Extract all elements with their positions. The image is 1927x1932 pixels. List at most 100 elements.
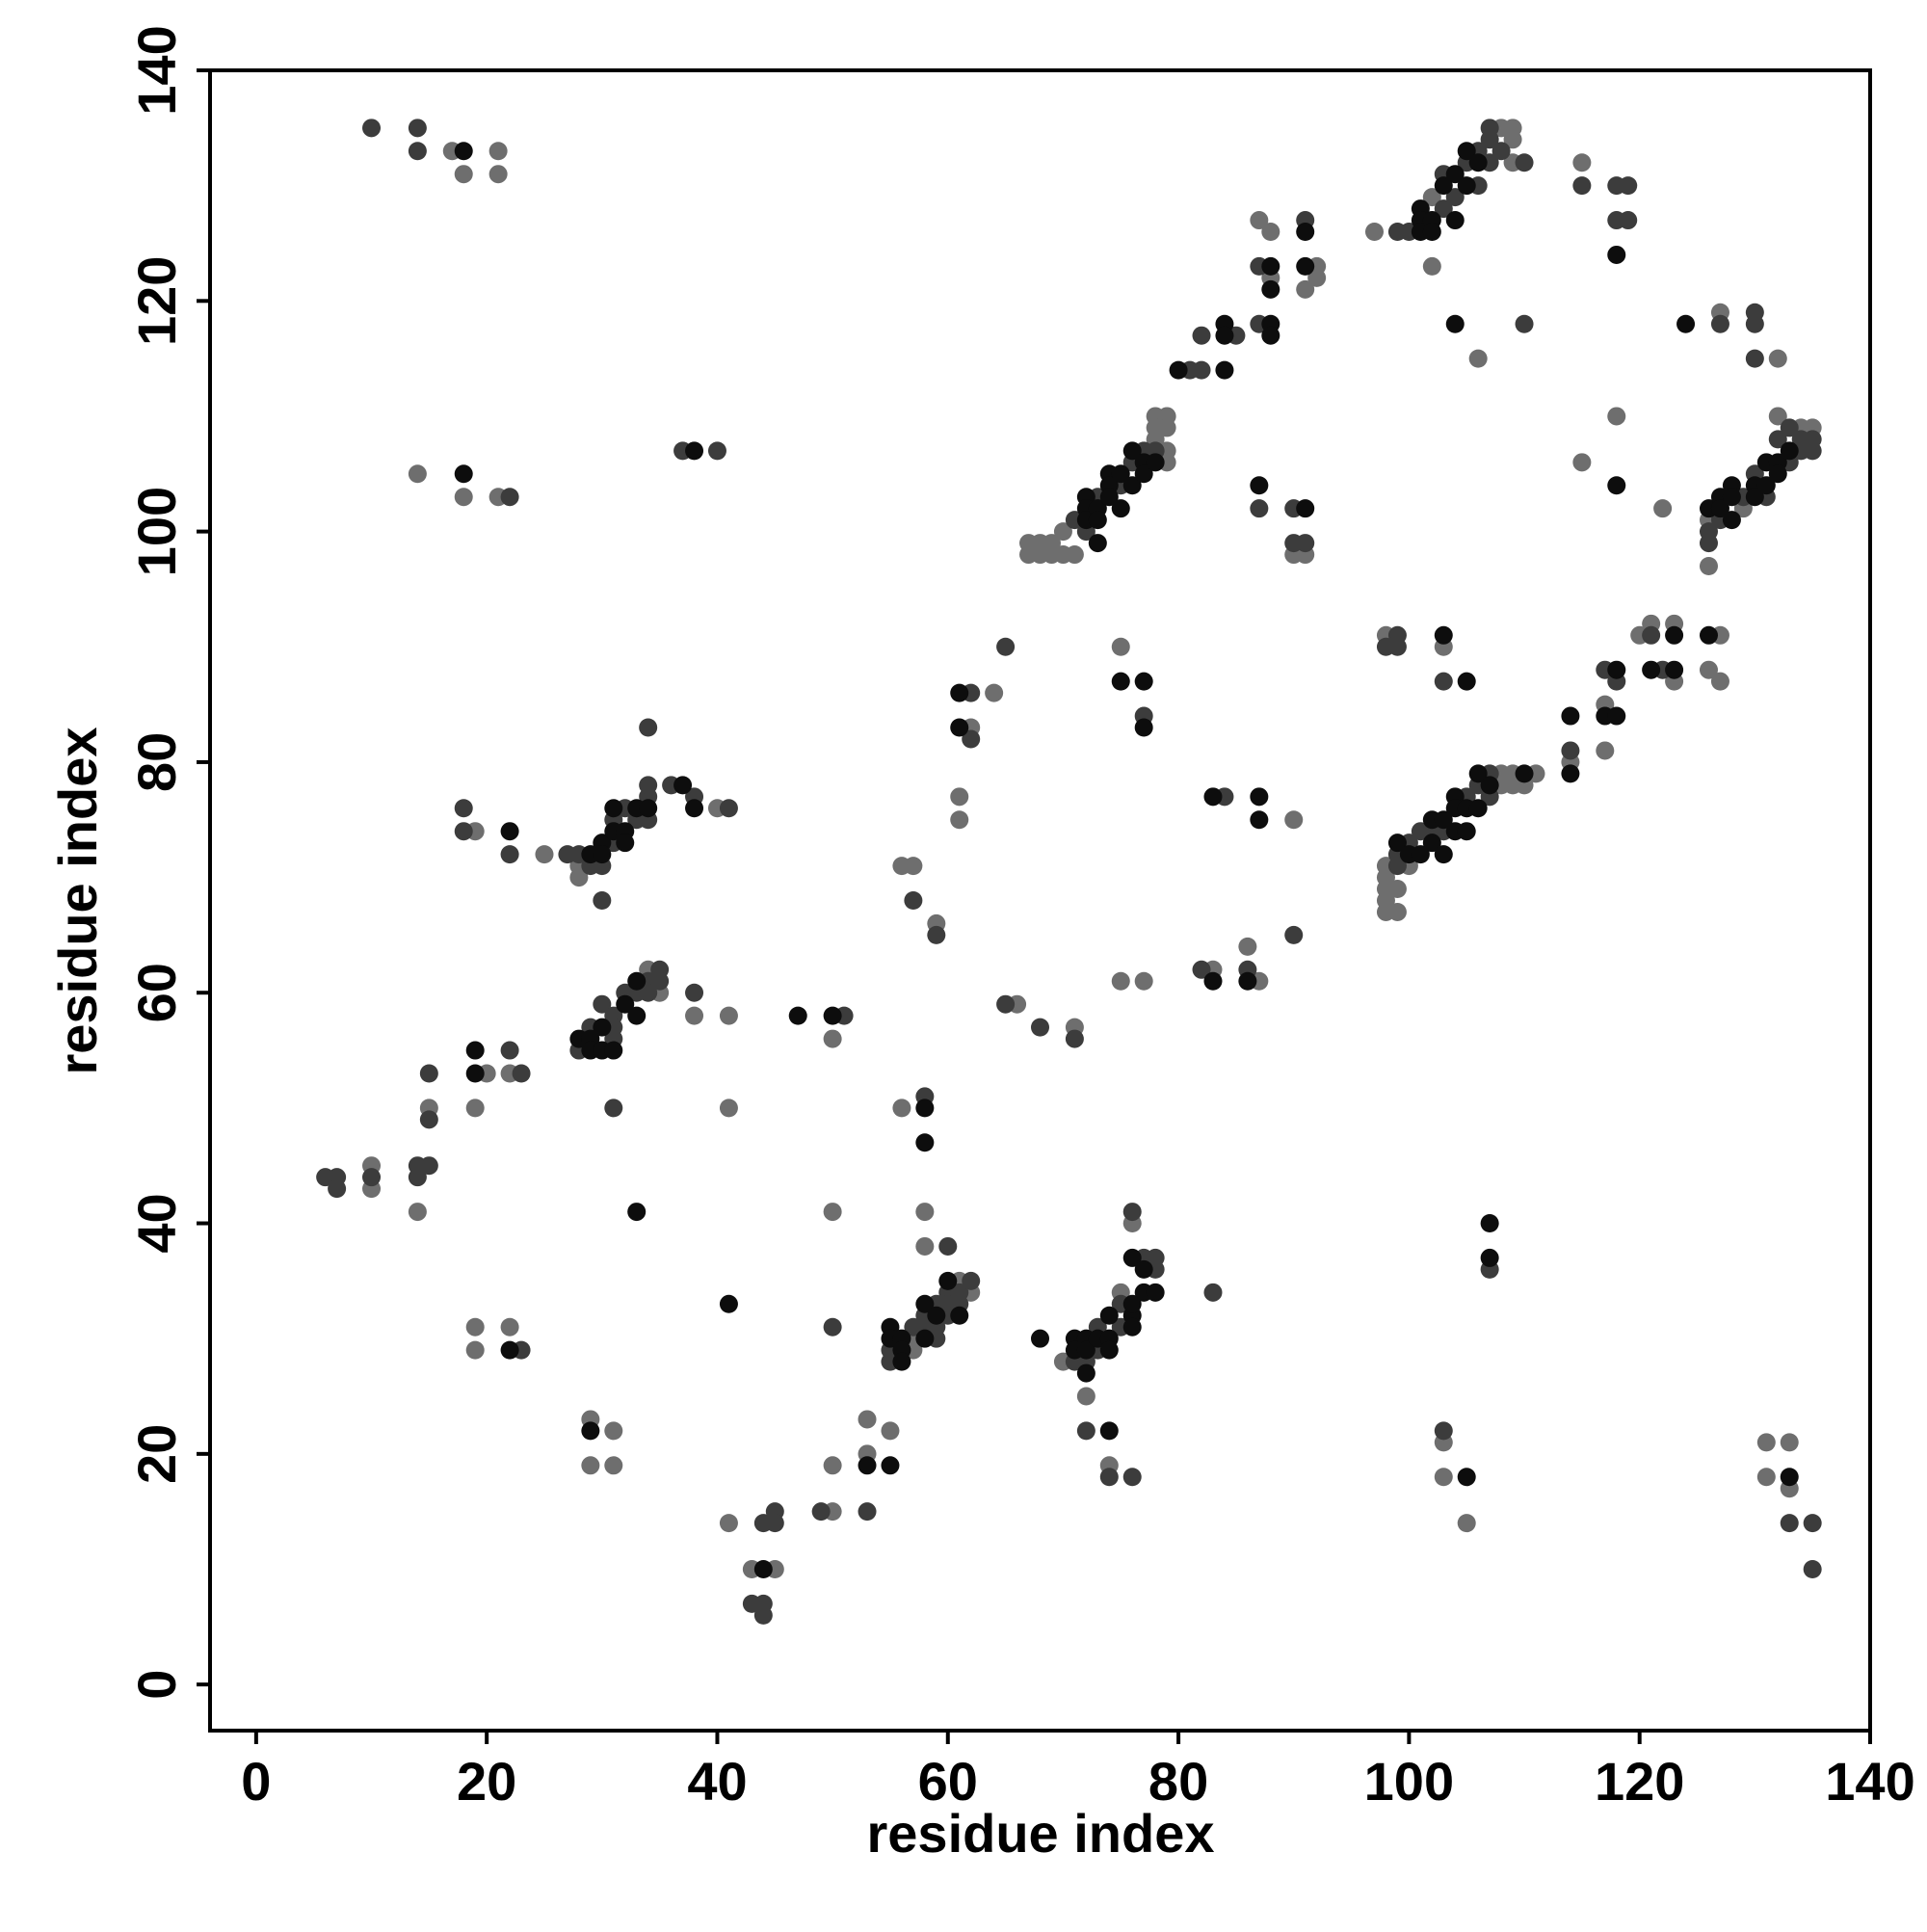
point	[1422, 223, 1441, 242]
point	[1619, 211, 1638, 230]
point	[985, 683, 1004, 702]
point	[765, 1514, 784, 1533]
point	[1768, 430, 1787, 449]
point	[1122, 476, 1142, 495]
point	[915, 1236, 935, 1256]
point	[604, 1098, 623, 1118]
point	[1192, 960, 1211, 979]
point	[1434, 625, 1453, 645]
point	[500, 488, 519, 507]
point	[996, 994, 1016, 1014]
point	[1122, 1317, 1142, 1337]
point	[362, 119, 382, 138]
point	[719, 799, 738, 818]
point	[581, 1421, 600, 1441]
point	[823, 1317, 842, 1337]
point	[927, 925, 946, 944]
point	[858, 1410, 877, 1429]
point	[823, 1203, 842, 1222]
point	[719, 1006, 738, 1025]
points	[316, 119, 1822, 1625]
point	[685, 1006, 704, 1025]
point	[1445, 211, 1465, 230]
point	[1457, 142, 1476, 161]
point	[950, 787, 969, 807]
y-tick-label: 120	[126, 256, 187, 346]
point	[1457, 1514, 1476, 1533]
point	[650, 971, 670, 991]
point	[1031, 1329, 1049, 1348]
point	[962, 729, 981, 749]
point	[1503, 130, 1522, 149]
point	[1710, 314, 1729, 333]
point	[788, 1006, 807, 1025]
point	[1111, 672, 1130, 691]
point	[535, 845, 554, 864]
x-axis-title: residue index	[866, 1803, 1214, 1864]
point	[1710, 672, 1729, 691]
point	[1561, 706, 1580, 726]
point	[1665, 625, 1684, 645]
point	[1745, 314, 1764, 333]
point	[823, 1456, 842, 1475]
point	[627, 1006, 647, 1025]
point	[1296, 256, 1315, 276]
point	[604, 1421, 623, 1441]
point	[1099, 1340, 1119, 1360]
point	[1296, 279, 1315, 299]
point	[1411, 845, 1430, 864]
point	[719, 1098, 738, 1118]
y-tick-label: 20	[126, 1424, 187, 1484]
point	[1387, 880, 1407, 899]
point	[500, 1340, 519, 1360]
point	[1722, 488, 1741, 507]
point	[1572, 176, 1592, 196]
point	[465, 1317, 485, 1337]
point	[454, 822, 473, 841]
x-tick-label: 40	[687, 1751, 747, 1812]
point	[1111, 499, 1130, 518]
point	[408, 142, 427, 161]
point	[500, 845, 519, 864]
point	[1250, 787, 1269, 807]
point	[639, 983, 658, 1002]
point	[1122, 441, 1142, 461]
point	[915, 1294, 935, 1313]
point	[1445, 188, 1465, 207]
point	[408, 464, 427, 484]
point	[1099, 1421, 1119, 1441]
point	[1387, 637, 1407, 656]
point	[1250, 810, 1269, 830]
point	[1561, 741, 1580, 760]
point	[823, 1006, 842, 1025]
point	[1699, 625, 1718, 645]
point	[500, 1317, 519, 1337]
point	[639, 799, 658, 818]
point	[1607, 407, 1626, 426]
point	[500, 1041, 519, 1060]
x-tick-label: 20	[457, 1751, 516, 1812]
point	[408, 1168, 427, 1187]
point	[1480, 776, 1499, 795]
point	[1676, 314, 1696, 333]
point	[1215, 360, 1234, 380]
point	[1088, 534, 1107, 553]
point	[1445, 314, 1465, 333]
point	[1572, 153, 1592, 172]
point	[858, 1502, 877, 1522]
point	[616, 834, 635, 853]
x-tick-label: 100	[1364, 1751, 1454, 1812]
point	[892, 1352, 911, 1371]
point	[362, 1168, 382, 1187]
point	[1780, 1514, 1799, 1533]
point	[1387, 857, 1407, 876]
point	[719, 1514, 738, 1533]
point	[1134, 1259, 1153, 1279]
point	[1192, 326, 1211, 345]
point	[962, 1271, 981, 1290]
point	[1653, 499, 1673, 518]
point	[1203, 787, 1223, 807]
point	[328, 1179, 347, 1199]
point	[1756, 1468, 1776, 1487]
